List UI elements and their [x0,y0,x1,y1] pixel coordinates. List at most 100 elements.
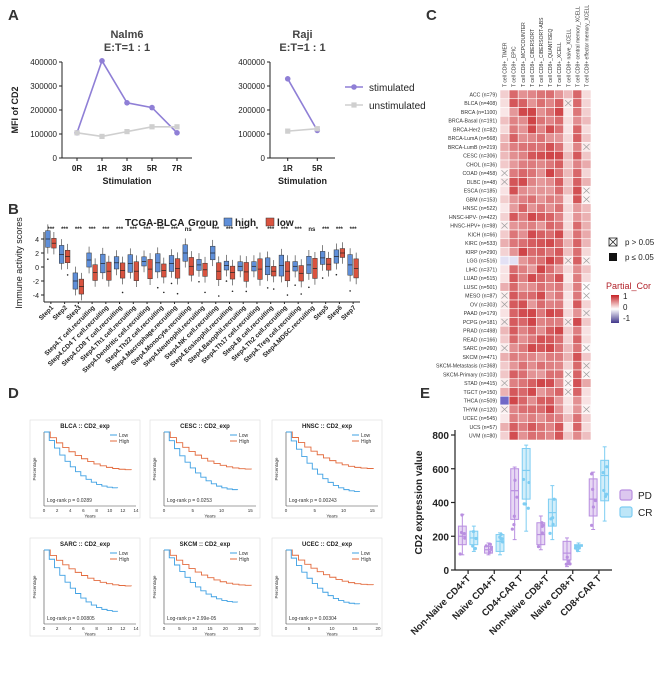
heatmap-row-label: PCPG (n=181) [463,320,497,326]
significance-label: *** [116,227,124,233]
heatmap-cell [508,168,519,178]
heatmap-cell [536,282,546,292]
panel-labels: A B C D E [8,7,437,402]
heatmap-cell [517,334,528,345]
data-point-stimulated [149,104,155,111]
nonsignificant-mark [583,143,590,150]
heatmap-cell [581,413,592,423]
heatmap-cell [545,413,555,423]
x-axis-label: Years [204,632,216,637]
heatmap-cell [517,168,528,178]
heatmap-cell [526,290,537,301]
x-tick-label: 12 [120,626,126,631]
data-point [605,465,609,469]
heatmap-row-label: BRCA-Her2 (n=82) [453,127,497,133]
survival-curve-low [286,549,361,605]
outlier [121,291,124,294]
y-tick-label: -4 [33,293,39,300]
panel-c: T cell CD8+_TIMER T cell CD8+_EPIC T cell … [436,5,655,441]
x-axis-label: Years [84,514,96,519]
heatmap-cell [554,212,564,222]
data-point [500,540,505,544]
heatmap-cell [581,212,592,222]
heatmap-cell [499,107,510,117]
nonsignificant-mark [583,283,590,290]
box [457,525,467,546]
heatmap-cell [517,142,528,152]
heatmap-cell [499,212,510,222]
significance-label: *** [350,227,358,233]
heatmap-cell [517,387,528,397]
heatmap-cell [545,290,555,301]
significance-label: *** [157,227,165,233]
x-axis-label: Stimulation [103,176,152,186]
heatmap-cell [517,98,528,108]
heatmap-cell [536,325,546,336]
heatmap-cell [526,299,537,310]
heatmap-cell [572,334,583,345]
heatmap-cell [572,325,583,336]
heatmap-cell [536,264,546,275]
heatmap-cell [581,264,592,275]
significance-label: *** [281,227,289,233]
heatmap-cell [581,159,592,170]
heatmap-row-label: PAAD (n=179) [464,311,497,317]
heatmap-cell [563,168,574,178]
heatmap-cell [572,264,583,275]
heatmap-cell [508,115,519,126]
x-axis-label: Years [84,632,96,637]
nonsignificant-mark [501,292,508,299]
heatmap-cell [526,273,537,283]
colorbar-tick-label: -1 [623,314,631,323]
significance-label: *** [295,227,303,233]
heatmap-cell [508,220,519,231]
heatmap-row-label: ACC (n=79) [469,92,497,98]
heatmap-cell [554,317,564,327]
heatmap-cell [536,430,546,441]
x-tick-label: 1R [97,164,107,173]
x-tick-label: 5R [147,164,157,173]
y-tick-label: 200000 [30,106,57,115]
data-point [574,546,578,550]
heatmap-row-label: UCS (n=57) [469,425,497,431]
heatmap-cell [526,378,537,388]
heatmap-cell [517,194,528,205]
significance-label: ns [185,227,193,233]
x-tick-label: 0 [285,508,288,513]
data-point-unstimulated [74,130,80,136]
heatmap-cell [508,299,519,310]
heatmap-cell [581,150,592,161]
heatmap-cell [572,273,583,283]
heatmap-cell [563,334,574,345]
y-axis-label: Percentage [152,575,157,599]
heatmap-cell [563,150,574,161]
heatmap-cell [581,299,592,310]
data-point-stimulated [284,76,291,82]
box [600,459,610,502]
heatmap-cell [517,229,528,240]
heatmap-row-label: GBM (n=153) [466,197,498,203]
heatmap-cell [545,115,555,126]
heatmap-cell [563,142,574,152]
heatmap-cell [545,273,555,283]
heatmap-cell [508,107,519,117]
heatmap-cell [517,282,528,292]
heatmap-cell [581,334,592,345]
nonsignificant-mark [583,362,590,369]
heatmap-cell [526,98,537,108]
heatmap-row-label: COAD (n=458) [463,171,498,177]
heatmap-cell [581,115,592,126]
heatmap-cell [517,220,528,231]
heatmap-cell [526,133,537,143]
heatmap-cell [536,255,546,266]
heatmap-cell [526,343,537,353]
heatmap-cell [545,177,555,187]
heatmap-cell [517,325,528,336]
heatmap-cell [563,343,574,353]
outlier [300,293,302,295]
data-point [471,544,475,548]
heatmap-cell [536,124,546,135]
heatmap-cell [554,194,564,205]
heatmap-row-label: MESO (n=87) [465,294,497,300]
